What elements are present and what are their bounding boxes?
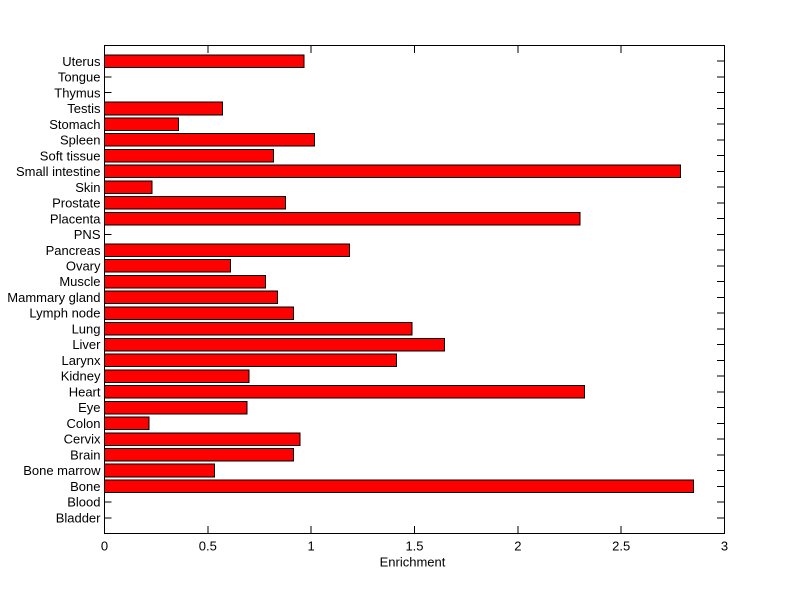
svg-text:Mammary gland: Mammary gland [7, 290, 100, 305]
svg-text:Bone: Bone [70, 479, 100, 494]
svg-text:0: 0 [101, 539, 108, 554]
svg-text:Tongue: Tongue [58, 70, 101, 85]
svg-text:0.5: 0.5 [199, 539, 217, 554]
svg-text:Pancreas: Pancreas [46, 243, 101, 258]
svg-text:Testis: Testis [67, 101, 101, 116]
svg-text:Enrichment: Enrichment [380, 555, 446, 570]
svg-text:Soft tissue: Soft tissue [40, 148, 101, 163]
svg-text:Heart: Heart [69, 384, 101, 399]
svg-text:Colon: Colon [67, 416, 101, 431]
svg-text:Prostate: Prostate [52, 196, 100, 211]
svg-text:Spleen: Spleen [60, 133, 100, 148]
svg-text:1: 1 [308, 539, 315, 554]
svg-text:Cervix: Cervix [64, 432, 101, 447]
svg-text:Eye: Eye [78, 400, 100, 415]
svg-text:Uterus: Uterus [62, 54, 101, 69]
svg-text:Bladder: Bladder [56, 510, 101, 525]
svg-text:Larynx: Larynx [61, 353, 101, 368]
svg-text:Blood: Blood [67, 495, 100, 510]
svg-text:Lung: Lung [72, 321, 101, 336]
svg-text:Thymus: Thymus [54, 85, 101, 100]
svg-text:Small intestine: Small intestine [16, 164, 101, 179]
svg-text:2.5: 2.5 [612, 539, 630, 554]
svg-text:Skin: Skin [75, 180, 100, 195]
svg-text:Muscle: Muscle [59, 274, 100, 289]
svg-text:Ovary: Ovary [66, 258, 101, 273]
svg-text:1.5: 1.5 [405, 539, 423, 554]
svg-text:Placenta: Placenta [50, 211, 101, 226]
svg-text:Stomach: Stomach [49, 117, 100, 132]
svg-text:Lymph node: Lymph node [29, 306, 100, 321]
svg-text:Liver: Liver [72, 337, 101, 352]
svg-text:2: 2 [514, 539, 521, 554]
svg-text:Brain: Brain [70, 447, 100, 462]
svg-text:Kidney: Kidney [61, 369, 101, 384]
svg-text:Bone marrow: Bone marrow [23, 463, 101, 478]
svg-text:PNS: PNS [74, 227, 101, 242]
svg-text:3: 3 [721, 539, 728, 554]
